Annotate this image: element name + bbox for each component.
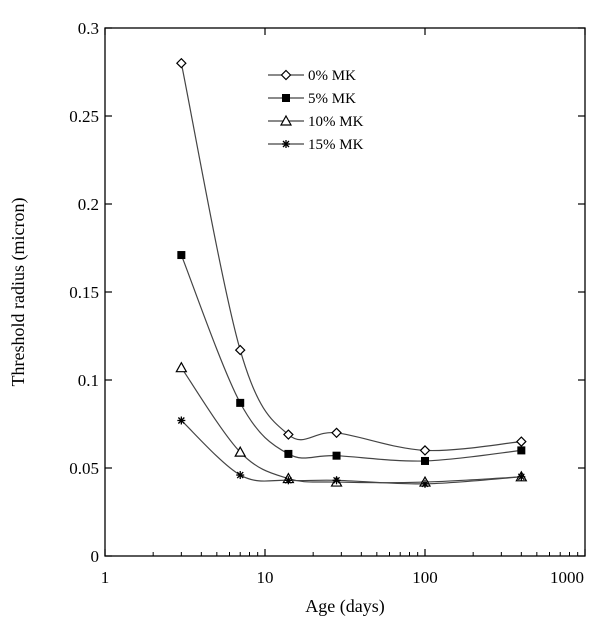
data-point [284,476,293,485]
data-point [421,456,429,465]
data-point [177,251,186,260]
data-point [236,398,245,407]
x-tick-label: 1 [101,568,110,587]
data-point [283,429,294,440]
series-4 [177,416,526,488]
y-axis-title: Threshold radius (micron) [8,198,29,387]
legend-marker [280,69,292,81]
data-point [331,427,342,439]
y-tick-label: 0.3 [78,19,99,38]
x-tick-label: 100 [412,568,438,587]
data-point [517,472,526,481]
series-3 [175,361,528,487]
legend-label: 0% MK [308,68,356,84]
legend-marker [282,140,290,148]
data-point [234,344,246,356]
legend-item: 15% MK [268,137,364,153]
data-point [236,471,245,480]
legend-item: 0% MK [268,68,356,84]
legend-item: 10% MK [268,114,364,130]
series-layer [175,57,528,488]
x-tick-label: 1000 [550,568,584,587]
data-point [421,479,429,488]
y-tick-label: 0.05 [69,459,99,478]
y-tick-label: 0.25 [69,107,99,126]
legend-marker [282,94,290,102]
data-point [234,445,247,457]
x-tick-label: 10 [257,568,274,587]
data-point [332,476,341,485]
data-point [419,445,431,456]
data-point [284,449,293,458]
series-1 [175,57,527,456]
legend-label: 10% MK [308,114,364,130]
series-2 [177,251,526,465]
data-point [177,416,186,425]
y-tick-label: 0.1 [78,371,99,390]
legend-label: 15% MK [308,137,364,153]
y-tick-label: 0 [91,547,100,566]
y-tick-label: 0.2 [78,195,99,214]
data-point [515,436,527,447]
legend-item: 5% MK [268,91,356,107]
data-point [175,361,188,373]
data-point [517,446,526,455]
y-tick-label: 0.15 [69,283,99,302]
legend: 0% MK 5% MK 10% MK 15% MK [268,68,364,153]
legend-marker [279,114,293,126]
series-line [180,254,522,462]
series-line [180,367,522,484]
data-point [332,451,341,460]
data-point [175,57,187,69]
legend-label: 5% MK [308,91,356,107]
ticks: 0 0.05 0.1 0.15 0.2 0.25 0.3 1 10 100 1000 [69,19,586,587]
series-line [180,420,522,485]
x-axis-title: Age (days) [305,596,384,617]
